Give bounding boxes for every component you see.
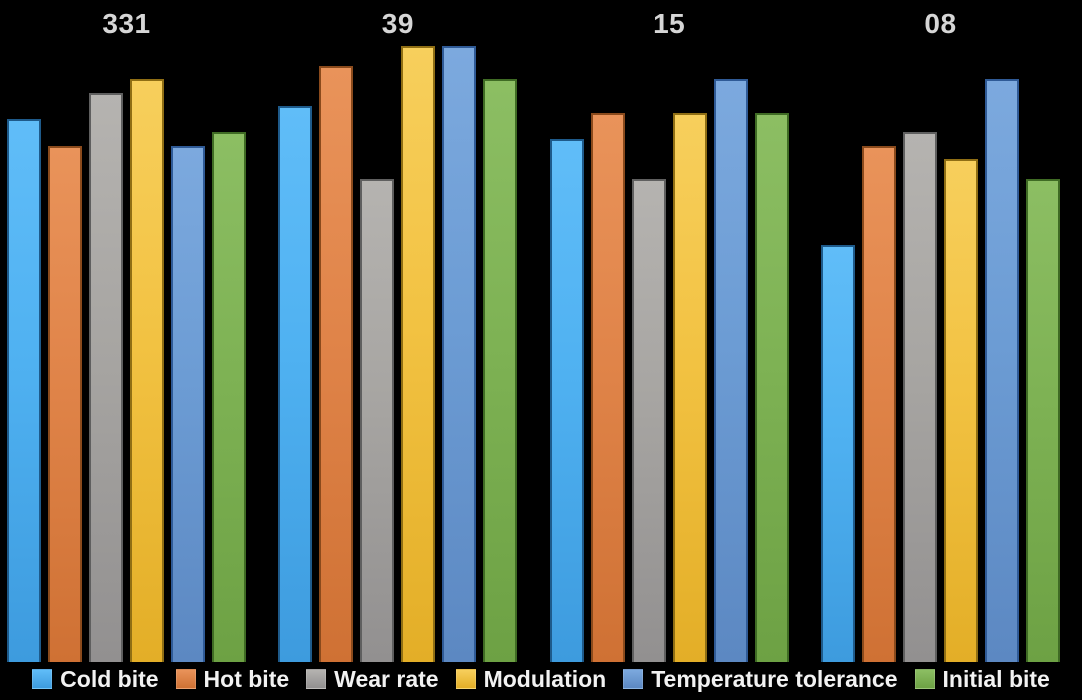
bar-wear-rate-15 [631, 178, 666, 663]
bar-cold-bite-331 [7, 119, 41, 663]
bar-temperature-tolerance-15 [713, 79, 748, 663]
legend-label: Temperature tolerance [651, 665, 898, 692]
bar-initial-bite-08 [1025, 178, 1060, 663]
legend-swatch-icon [914, 669, 935, 690]
legend-label: Initial bite [942, 665, 1050, 692]
bar-temperature-tolerance-39 [442, 46, 477, 663]
legend-item-modulation: Modulation [455, 665, 607, 693]
bar-modulation-39 [401, 46, 436, 663]
legend-item-temperature-tolerance: Temperature tolerance [623, 665, 898, 693]
bar-cold-bite-08 [820, 245, 855, 663]
bar-initial-bite-331 [212, 132, 246, 663]
bar-group-39: 39 [278, 0, 518, 663]
plot-area: 331 39 15 08 [7, 0, 1060, 663]
bar-hot-bite-08 [861, 145, 896, 663]
legend-item-initial-bite: Initial bite [914, 665, 1050, 693]
bar-cold-bite-15 [549, 139, 584, 663]
bar-initial-bite-15 [754, 112, 789, 663]
bar-wear-rate-08 [902, 132, 937, 663]
bar-wear-rate-39 [360, 178, 395, 663]
legend-label: Cold bite [60, 665, 159, 692]
legend-label: Wear rate [334, 665, 439, 692]
legend-item-hot-bite: Hot bite [175, 665, 290, 693]
bar-modulation-331 [130, 79, 164, 663]
bar-group-15: 15 [549, 0, 789, 663]
group-label: 15 [653, 8, 686, 39]
legend-swatch-icon [455, 669, 476, 690]
legend-label: Hot bite [203, 665, 290, 692]
bar-group-08: 08 [820, 0, 1060, 663]
bar-hot-bite-15 [590, 112, 625, 663]
bar-hot-bite-331 [48, 145, 82, 663]
bar-modulation-15 [672, 112, 707, 663]
bar-cold-bite-39 [278, 105, 313, 663]
legend-label: Modulation [483, 665, 607, 692]
legend-swatch-icon [306, 669, 327, 690]
group-label: 08 [924, 8, 957, 39]
bar-temperature-tolerance-08 [984, 79, 1019, 663]
legend-item-cold-bite: Cold bite [32, 665, 159, 693]
legend: Cold bite Hot bite Wear rate Modulation Temp… [0, 662, 1082, 700]
legend-item-wear-rate: Wear rate [306, 665, 439, 693]
bar-temperature-tolerance-331 [171, 145, 205, 663]
bar-wear-rate-331 [89, 92, 123, 663]
bar-hot-bite-39 [319, 66, 354, 663]
legend-swatch-icon [32, 669, 53, 690]
group-label: 331 [102, 8, 151, 39]
legend-swatch-icon [623, 669, 644, 690]
bar-group-331: 331 [7, 0, 246, 663]
bar-initial-bite-39 [483, 79, 518, 663]
bar-modulation-08 [943, 158, 978, 663]
group-label: 39 [381, 8, 414, 39]
legend-swatch-icon [175, 669, 196, 690]
